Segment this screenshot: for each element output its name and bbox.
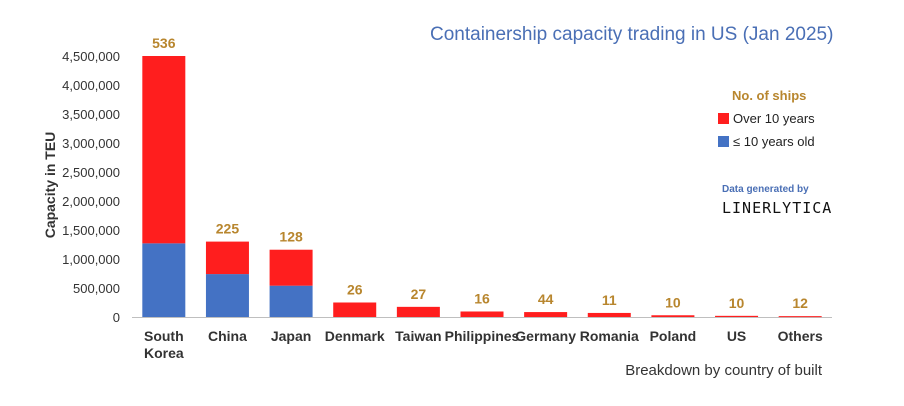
y-axis-label: Capacity in TEU [42, 131, 58, 239]
data-label: 10 [729, 295, 745, 311]
category-label: Taiwan [395, 328, 441, 344]
category-label: Poland [650, 328, 697, 344]
y-tick-label: 4,000,000 [62, 78, 120, 93]
bar-segment-over-10 [460, 311, 504, 317]
bar-segment-over-10 [142, 56, 186, 244]
category-label: Japan [271, 328, 311, 344]
category-label: Germany [515, 328, 576, 344]
bar-segment-over-10 [396, 306, 440, 317]
data-label: 26 [347, 282, 363, 298]
y-tick-label: 4,500,000 [62, 49, 120, 64]
data-credit: Data generated by LINERLYTICA [722, 184, 832, 217]
data-label: 11 [602, 292, 617, 308]
y-tick-label: 1,000,000 [62, 252, 120, 267]
category-label-line: Taiwan [395, 328, 441, 344]
data-label: 128 [279, 229, 303, 245]
category-label-line: Philippines [445, 328, 520, 344]
category-label-line: Poland [650, 328, 697, 344]
bar-segment-over-10 [778, 316, 822, 318]
category-label-line: Germany [515, 328, 576, 344]
bar-segment-under-10 [205, 274, 249, 317]
category-label-line: Korea [144, 345, 184, 361]
y-tick-label: 2,500,000 [62, 165, 120, 180]
bar-segment-under-10 [142, 243, 186, 317]
category-label-line: Denmark [325, 328, 385, 344]
bar-segment-over-10 [587, 312, 631, 317]
y-tick-label: 3,500,000 [62, 107, 120, 122]
category-label: US [727, 328, 746, 344]
bar-segment-over-10 [333, 302, 377, 317]
category-label-line: Romania [580, 328, 639, 344]
bar-segment-over-10 [269, 249, 313, 286]
y-tick-label: 3,000,000 [62, 136, 120, 151]
x-axis-label: Breakdown by country of built [625, 362, 822, 379]
category-label: Others [778, 328, 823, 344]
legend: No. of ships Over 10 years ≤ 10 years ol… [718, 88, 815, 157]
category-label-line: South [144, 328, 184, 344]
data-label: 10 [665, 294, 681, 310]
y-tick-label: 1,500,000 [62, 223, 120, 238]
data-label: 16 [474, 290, 490, 306]
data-label: 12 [792, 295, 808, 311]
category-label-line: Others [778, 328, 823, 344]
category-label-line: China [208, 328, 247, 344]
y-tick-label: 500,000 [73, 281, 120, 296]
legend-item-under-10: ≤ 10 years old [718, 134, 815, 149]
data-label: 44 [538, 291, 554, 307]
category-label-line: US [727, 328, 746, 344]
credit-line: Data generated by [722, 184, 809, 195]
bar-segment-under-10 [269, 285, 313, 317]
category-label: Denmark [325, 328, 385, 344]
bar-segment-over-10 [524, 312, 568, 317]
legend-label-under-10: ≤ 10 years old [733, 134, 815, 149]
bar-segment-over-10 [651, 315, 695, 317]
category-label-line: Japan [271, 328, 311, 344]
category-label: Philippines [445, 328, 520, 344]
y-tick-label: 2,000,000 [62, 194, 120, 209]
legend-swatch-red [718, 113, 729, 124]
category-label: Romania [580, 328, 639, 344]
chart-title: Containership capacity trading in US (Ja… [430, 24, 834, 45]
legend-swatch-blue [718, 136, 729, 147]
bar-segment-over-10 [205, 241, 249, 275]
data-label: 225 [216, 221, 240, 237]
y-tick-label: 0 [113, 310, 120, 325]
data-label: 27 [411, 286, 427, 302]
legend-item-over-10: Over 10 years [718, 111, 815, 126]
legend-label-over-10: Over 10 years [733, 111, 815, 126]
category-label: China [208, 328, 247, 344]
bar-segment-over-10 [715, 315, 759, 317]
brand-logo: LINERLYTICA [722, 199, 833, 217]
legend-title: No. of ships [732, 88, 807, 103]
category-label: South Korea [144, 328, 184, 361]
data-label: 536 [152, 35, 176, 51]
